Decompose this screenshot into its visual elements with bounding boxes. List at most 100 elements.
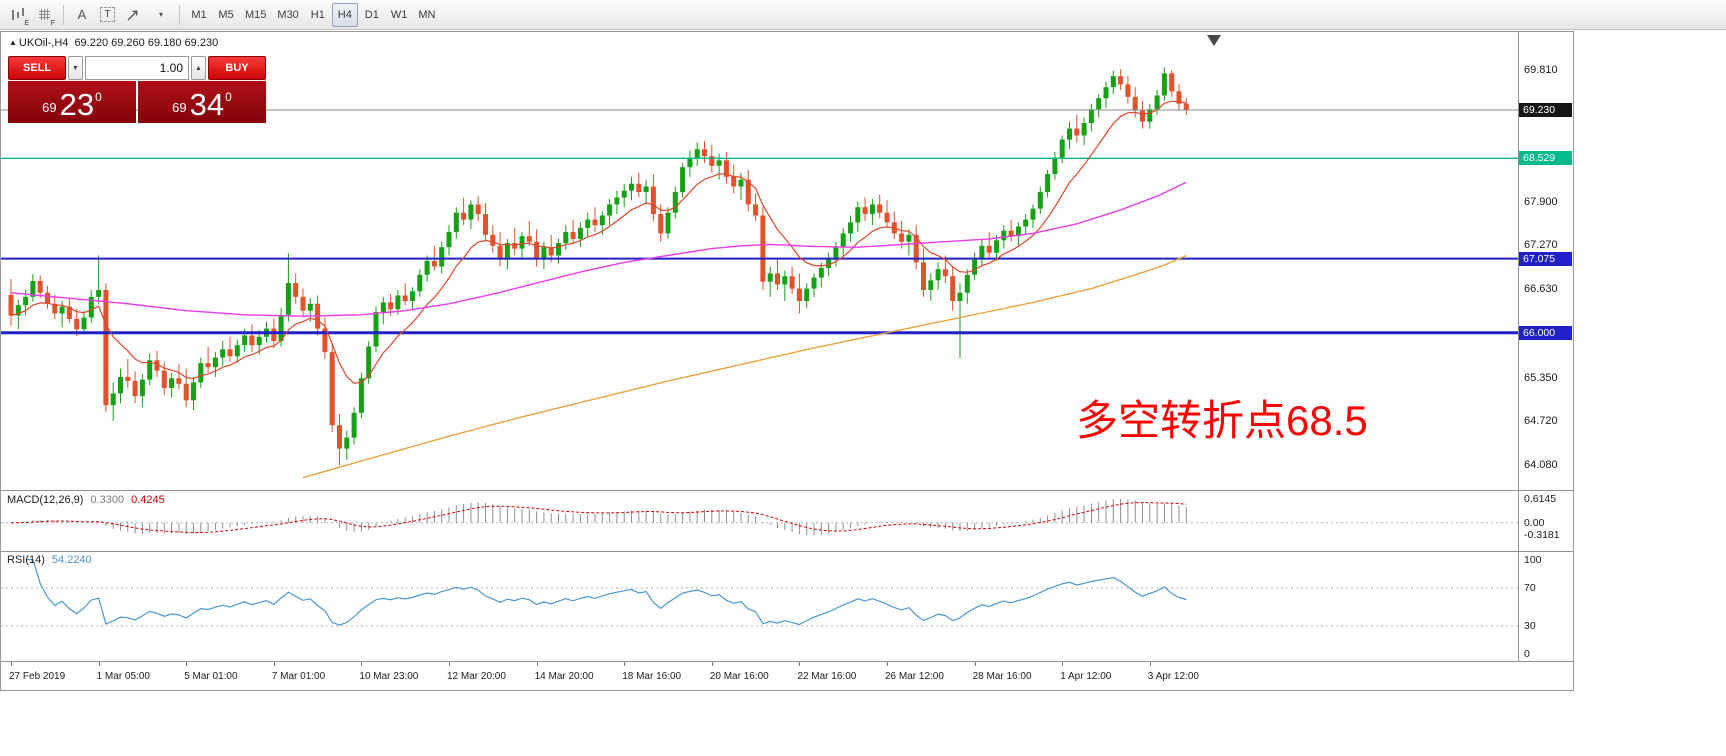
time-tick bbox=[711, 662, 713, 666]
buy-price-display[interactable]: 69 34 0 bbox=[138, 81, 266, 123]
candle-body bbox=[760, 215, 766, 282]
candle-body bbox=[986, 245, 992, 253]
volume-increase-button[interactable]: ▲ bbox=[191, 56, 206, 80]
timeframe-toolbar: M1 M5 M15 M30 H1 H4 D1 W1 MN bbox=[186, 2, 440, 27]
timeframe-H4[interactable]: H4 bbox=[331, 2, 358, 27]
panel-separator[interactable] bbox=[1, 551, 1573, 552]
candle-body bbox=[1052, 157, 1058, 175]
candle-body bbox=[548, 247, 554, 256]
candle-body bbox=[1183, 103, 1189, 110]
candle-body bbox=[96, 289, 102, 297]
time-axis-label: 20 Mar 16:00 bbox=[709, 671, 769, 682]
candle-body bbox=[1147, 109, 1153, 122]
timeframe-W1[interactable]: W1 bbox=[390, 8, 408, 21]
candle-body bbox=[599, 215, 605, 226]
candle-body bbox=[30, 281, 36, 297]
timeframe-M30[interactable]: M30 bbox=[277, 8, 299, 21]
candle-body bbox=[351, 412, 357, 438]
candle-body bbox=[840, 233, 846, 248]
panel-separator[interactable] bbox=[1, 490, 1573, 491]
time-axis[interactable]: 27 Feb 2019 1 Mar 05:00 5 Mar 01:00 7 Mar 0… bbox=[1, 662, 1518, 690]
macd-name: MACD(12,26,9) bbox=[7, 494, 84, 506]
candle-body bbox=[687, 157, 693, 168]
candle-body bbox=[1059, 139, 1065, 158]
time-axis-label: 3 Apr 12:00 bbox=[1147, 671, 1199, 682]
trade-controls-row: SELL ▼ ▲ BUY bbox=[8, 56, 266, 80]
candle-body bbox=[1118, 76, 1124, 85]
candle-body bbox=[373, 312, 379, 347]
timeframe-M1[interactable]: M1 bbox=[191, 8, 207, 21]
volume-decrease-button[interactable]: ▼ bbox=[68, 56, 83, 80]
candle-body bbox=[1169, 73, 1175, 92]
candle-body bbox=[738, 179, 744, 187]
price-tick-label: 65.350 bbox=[1524, 371, 1558, 384]
chevron-down-icon: ▾ bbox=[158, 10, 163, 19]
slow-ma-line bbox=[302, 254, 1187, 479]
macd-scale-label: -0.3181 bbox=[1524, 529, 1560, 542]
candle-body bbox=[913, 234, 919, 263]
time-axis-label: 1 Mar 05:00 bbox=[96, 671, 150, 682]
price-tick-label: 64.080 bbox=[1524, 459, 1558, 472]
candle-body bbox=[125, 376, 131, 382]
candle-body bbox=[424, 261, 430, 275]
line-studies-tool-button[interactable] bbox=[121, 3, 148, 27]
font-tool-button[interactable]: A bbox=[70, 3, 94, 27]
macd-indicator-plot[interactable] bbox=[1, 492, 1518, 550]
rsi-scale-label: 0 bbox=[1524, 648, 1530, 661]
price-scale[interactable]: 69.810 67.900 67.270 66.630 65.350 64.720 64.0… bbox=[1519, 32, 1574, 661]
candle-body bbox=[665, 212, 671, 234]
main-chart-plot[interactable] bbox=[1, 32, 1518, 490]
candle-body bbox=[621, 190, 627, 198]
candle-body bbox=[278, 314, 284, 342]
timeframe-M15[interactable]: M15 bbox=[245, 8, 267, 21]
timeframe-D1[interactable]: D1 bbox=[364, 8, 379, 21]
candle-body bbox=[592, 219, 598, 226]
text-label-icon: T bbox=[100, 7, 115, 22]
time-tick bbox=[536, 662, 538, 666]
timeframe-H1[interactable]: H1 bbox=[310, 8, 325, 21]
candle-body bbox=[176, 378, 182, 384]
candle-body bbox=[198, 363, 204, 383]
candle-body bbox=[1154, 95, 1160, 110]
chart-window: ▲ UKOil-,H4 69.220 69.260 69.180 69.230 SE… bbox=[0, 31, 1574, 691]
rsi-indicator-plot[interactable] bbox=[1, 552, 1518, 660]
one-click-trading-panel: SELL ▼ ▲ BUY 69 23 0 69 34 0 bbox=[8, 56, 266, 123]
time-tick bbox=[887, 662, 888, 666]
volume-input[interactable] bbox=[85, 56, 189, 80]
bar-chart-tool-button[interactable]: E bbox=[5, 3, 31, 27]
chart-shift-marker[interactable] bbox=[1207, 35, 1221, 46]
time-axis-label: 27 Feb 2019 bbox=[9, 671, 66, 682]
candle-body bbox=[439, 247, 445, 267]
candle-body bbox=[650, 186, 656, 215]
trade-prices-row: 69 23 0 69 34 0 bbox=[8, 81, 266, 123]
rsi-scale-label: 100 bbox=[1524, 553, 1542, 566]
candle-body bbox=[271, 328, 277, 342]
panel-separator[interactable] bbox=[1, 661, 1573, 662]
candle-body bbox=[139, 379, 145, 397]
candle-body bbox=[709, 156, 715, 166]
candle-body bbox=[556, 243, 561, 256]
price-badge: 67.075 bbox=[1519, 251, 1572, 266]
symbol-label: UKOil-,H4 bbox=[18, 37, 69, 49]
time-tick bbox=[98, 662, 100, 666]
candle-body bbox=[388, 302, 394, 310]
candle-body bbox=[658, 214, 664, 234]
line-studies-caret-button[interactable]: ▾ bbox=[149, 3, 173, 27]
sell-price-display[interactable]: 69 23 0 bbox=[8, 81, 136, 123]
chart-annotation[interactable]: 多空转折点68.5 bbox=[1076, 397, 1368, 444]
sell-button[interactable]: SELL bbox=[8, 56, 66, 80]
candles bbox=[8, 67, 1189, 466]
candle-body bbox=[74, 318, 80, 330]
candle-body bbox=[366, 346, 372, 379]
candle-body bbox=[833, 247, 839, 260]
price-tick-label: 67.270 bbox=[1524, 239, 1558, 252]
buy-button[interactable]: BUY bbox=[208, 56, 266, 80]
candle-body bbox=[497, 245, 503, 260]
bar-chart-sub-label: E bbox=[24, 19, 29, 27]
text-label-tool-button[interactable]: T bbox=[95, 3, 120, 27]
timeframe-MN[interactable]: MN bbox=[418, 8, 436, 21]
grid-icon bbox=[39, 9, 50, 20]
candle-body bbox=[796, 288, 802, 302]
grid-tool-button[interactable]: F bbox=[32, 3, 57, 27]
timeframe-M5[interactable]: M5 bbox=[218, 8, 234, 21]
